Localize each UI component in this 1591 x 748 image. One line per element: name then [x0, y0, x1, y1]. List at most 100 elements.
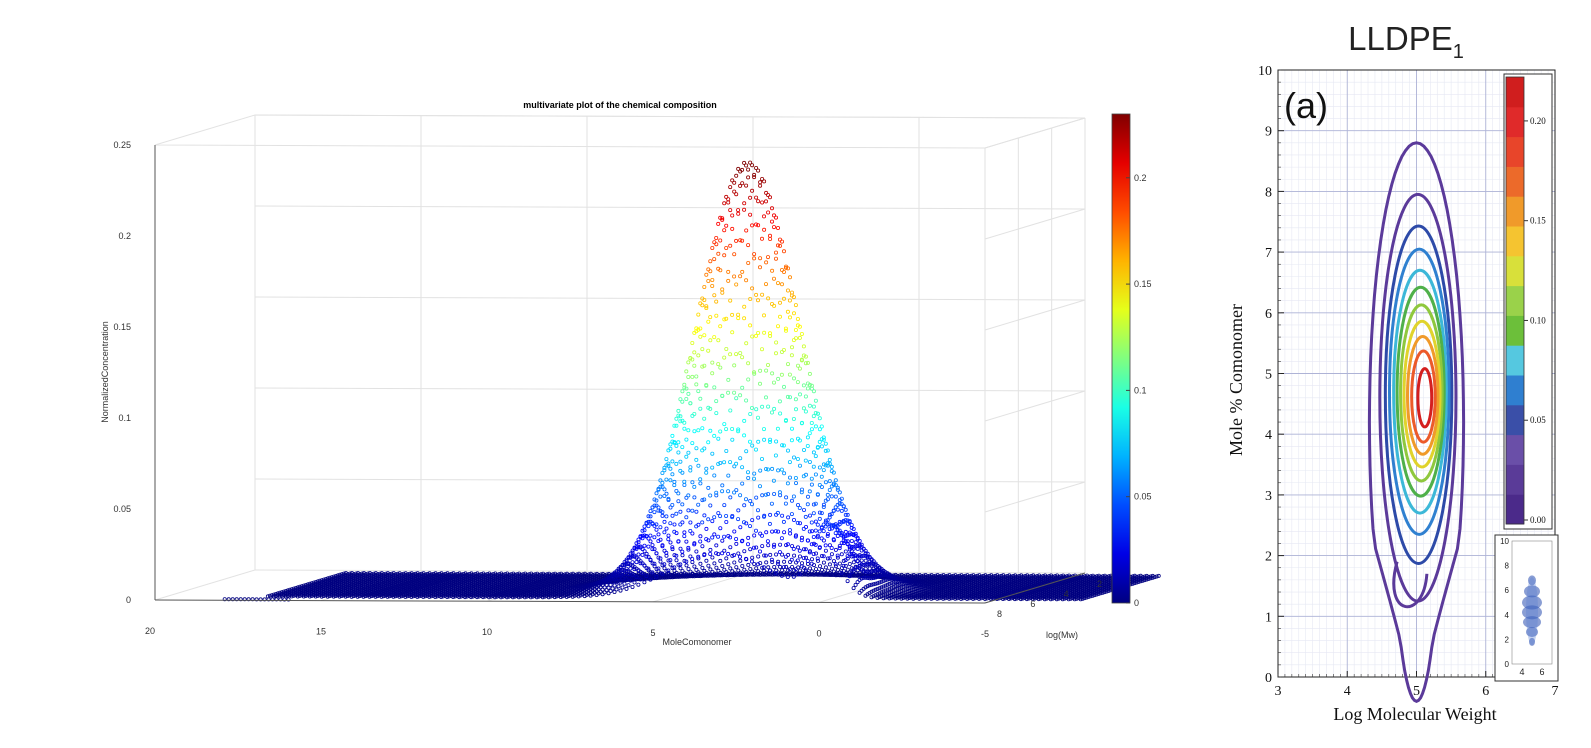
data-point [833, 547, 838, 552]
data-point [530, 592, 535, 597]
data-point [638, 561, 643, 566]
data-point [624, 568, 629, 573]
data-point [644, 554, 649, 559]
grid-line [254, 205, 1086, 210]
data-point [674, 488, 679, 493]
data-point [863, 558, 868, 563]
data-point [736, 508, 741, 513]
data-point [835, 572, 840, 577]
data-point [855, 544, 860, 549]
data-point [869, 595, 874, 600]
data-point [642, 528, 647, 533]
data-point [851, 560, 856, 565]
data-point [684, 539, 689, 544]
data-point [760, 493, 765, 498]
data-point [835, 507, 840, 512]
data-point [652, 535, 657, 540]
data-point [640, 528, 645, 533]
data-point [542, 592, 547, 597]
data-point [847, 574, 852, 579]
data-point [1088, 579, 1093, 584]
data-point [750, 559, 755, 564]
data-point [680, 569, 685, 574]
data-point [626, 569, 631, 574]
data-point [461, 593, 466, 598]
data-point [710, 570, 715, 575]
data-point [851, 532, 856, 537]
data-point [708, 547, 713, 552]
data-point [799, 564, 804, 569]
data-point [766, 571, 771, 576]
data-point [782, 530, 787, 535]
data-point [843, 529, 848, 534]
data-point [742, 520, 747, 525]
data-point [666, 575, 671, 580]
data-point [630, 550, 635, 555]
data-point [706, 517, 711, 522]
data-point [409, 594, 414, 599]
data-point [853, 540, 858, 545]
data-point [849, 544, 854, 549]
data-point [690, 531, 695, 536]
data-point [578, 586, 583, 591]
data-point [640, 536, 645, 541]
data-point [853, 531, 858, 536]
data-point [397, 594, 402, 599]
data-point [875, 574, 880, 579]
data-point [817, 510, 822, 515]
data-point [825, 556, 830, 561]
data-point [855, 535, 860, 540]
data-point [630, 585, 635, 590]
data-point [803, 547, 808, 552]
data-point [740, 564, 745, 569]
data-point [883, 592, 888, 597]
data-point [869, 589, 874, 594]
data-point [772, 542, 777, 547]
data-point [861, 575, 866, 580]
data-point [808, 566, 813, 571]
data-point [664, 526, 669, 531]
data-point [827, 556, 832, 561]
data-point [823, 565, 828, 570]
data-point [738, 573, 743, 578]
data-point [656, 575, 661, 580]
data-point [1150, 575, 1155, 580]
data-point [831, 524, 836, 529]
data-point [837, 519, 842, 524]
data-point [855, 565, 860, 570]
data-point [536, 592, 541, 597]
data-point [877, 574, 882, 579]
data-point [822, 570, 827, 575]
data-point [859, 558, 864, 563]
data-point [821, 504, 826, 509]
data-point [773, 529, 778, 534]
data-point [704, 537, 709, 542]
data-point [760, 572, 765, 577]
data-point [522, 593, 527, 598]
data-point [516, 593, 521, 598]
data-point [556, 589, 561, 594]
data-point [861, 562, 866, 567]
data-point [732, 553, 737, 558]
data-point [879, 590, 884, 595]
data-point [839, 531, 844, 536]
data-point [242, 597, 247, 602]
data-point [644, 574, 649, 579]
data-point [953, 582, 958, 587]
data-point [724, 520, 729, 525]
data-point [851, 569, 856, 574]
data-point [805, 559, 810, 564]
data-point [807, 550, 812, 555]
data-point [853, 582, 858, 587]
data-point [789, 512, 794, 517]
data-point [738, 570, 743, 575]
data-point [706, 485, 711, 490]
data-point [720, 551, 725, 556]
data-point [857, 544, 862, 549]
data-point [736, 568, 741, 573]
data-point [827, 570, 832, 575]
data-point [646, 544, 651, 549]
data-point [708, 567, 713, 572]
data-point [843, 518, 848, 523]
data-point [865, 554, 870, 559]
